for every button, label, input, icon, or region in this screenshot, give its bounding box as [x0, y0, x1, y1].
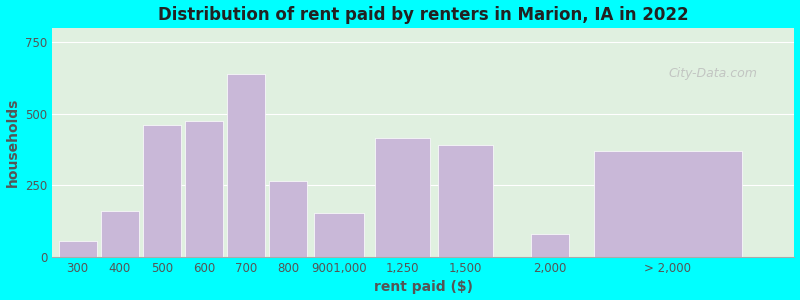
- Bar: [594, 151, 742, 257]
- Bar: [227, 74, 265, 257]
- Y-axis label: households: households: [6, 98, 19, 187]
- Title: Distribution of rent paid by renters in Marion, IA in 2022: Distribution of rent paid by renters in …: [158, 6, 689, 24]
- Text: City-Data.com: City-Data.com: [668, 67, 757, 80]
- X-axis label: rent paid ($): rent paid ($): [374, 280, 473, 294]
- Bar: [185, 121, 223, 257]
- Bar: [101, 211, 138, 257]
- Bar: [375, 138, 430, 257]
- Bar: [143, 125, 181, 257]
- Bar: [270, 181, 307, 257]
- Bar: [314, 213, 364, 257]
- Bar: [438, 145, 493, 257]
- Bar: [531, 234, 569, 257]
- Bar: [58, 241, 97, 257]
